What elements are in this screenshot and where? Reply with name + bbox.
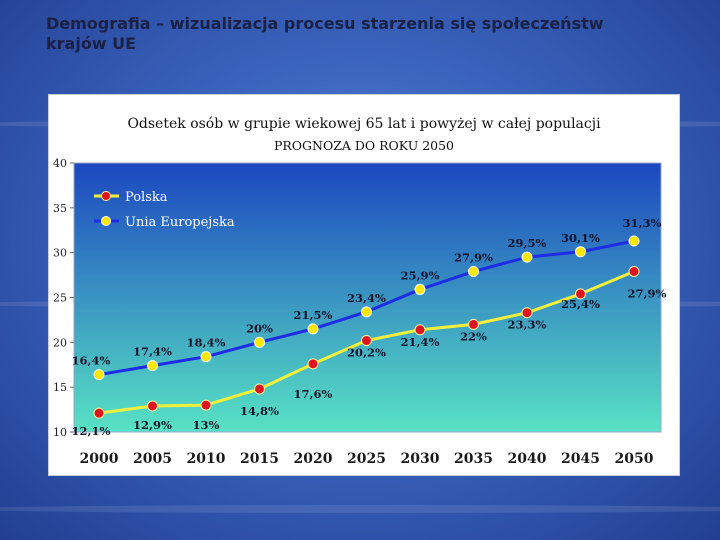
data-point-polska xyxy=(254,383,265,395)
data-label-ue: 16,4% xyxy=(72,354,111,368)
data-point-polska xyxy=(521,307,533,319)
data-point-ue xyxy=(93,369,105,381)
y-tick-label: 40 xyxy=(53,157,67,170)
slide-title-line-1: Demografia – wizualizacja procesu starze… xyxy=(46,14,604,33)
data-point-polska xyxy=(361,335,372,347)
data-label-ue: 30,1% xyxy=(561,231,600,245)
chart-title: Odsetek osób w grupie wiekowej 65 lat i … xyxy=(127,116,601,132)
data-point-polska xyxy=(468,318,479,330)
x-tick-label: 2030 xyxy=(401,451,440,467)
data-label-ue: 25,9% xyxy=(401,268,440,282)
data-point-ue xyxy=(307,323,319,335)
data-label-ue: 31,3% xyxy=(623,216,662,230)
x-tick-label: 2025 xyxy=(347,451,386,467)
data-label-polska: 25,4% xyxy=(561,297,600,311)
legend-marker-polska xyxy=(101,191,111,201)
x-tick-label: 2010 xyxy=(187,451,226,467)
y-axis: 10 15 20 25 30 35 40 xyxy=(53,157,74,439)
x-tick-label: 2015 xyxy=(240,451,279,467)
data-label-ue: 23,4% xyxy=(347,291,386,305)
data-point-polska xyxy=(307,358,319,370)
slide-title: Demografia – wizualizacja procesu starze… xyxy=(46,14,666,54)
x-tick-label: 2000 xyxy=(80,451,119,467)
data-label-ue: 18,4% xyxy=(187,336,226,350)
data-label-ue: 27,9% xyxy=(454,250,493,264)
x-tick-label: 2005 xyxy=(133,451,172,467)
data-label-polska: 27,9% xyxy=(628,286,667,300)
data-label-ue: 20% xyxy=(246,321,273,335)
y-tick-label: 20 xyxy=(53,336,67,349)
data-point-ue xyxy=(628,235,640,247)
data-point-ue xyxy=(361,306,372,318)
data-label-polska: 22% xyxy=(460,329,487,343)
legend-label-ue: Unia Europejska xyxy=(125,215,235,230)
data-label-polska: 23,3% xyxy=(508,318,547,332)
data-point-polska xyxy=(628,265,640,277)
data-label-polska: 20,2% xyxy=(347,346,386,360)
y-tick-label: 25 xyxy=(53,292,67,305)
data-label-polska: 17,6% xyxy=(294,387,333,401)
data-point-ue xyxy=(468,265,479,277)
legend-marker-ue xyxy=(101,216,111,226)
chart-legend: Polska Unia Europejska xyxy=(94,190,235,230)
data-point-ue xyxy=(414,283,426,295)
data-point-ue xyxy=(147,360,158,372)
x-tick-label: 2020 xyxy=(294,451,333,467)
data-label-ue: 17,4% xyxy=(133,345,172,359)
data-label-polska: 13% xyxy=(193,418,220,432)
y-tick-label: 35 xyxy=(53,202,67,215)
y-tick-label: 30 xyxy=(53,247,67,260)
chart-frame: Odsetek osób w grupie wiekowej 65 lat i … xyxy=(48,94,680,476)
data-label-ue: 29,5% xyxy=(508,236,547,250)
data-point-ue xyxy=(200,351,212,363)
data-point-ue xyxy=(575,246,586,258)
data-point-polska xyxy=(575,288,586,300)
data-point-polska xyxy=(147,400,158,412)
x-tick-label: 2035 xyxy=(454,451,493,467)
data-point-polska xyxy=(414,324,426,336)
x-tick-label: 2040 xyxy=(508,451,547,467)
x-axis: 2000 2005 2010 2015 2020 2025 2030 2035 2040 2045… xyxy=(80,451,654,467)
legend-label-polska: Polska xyxy=(125,190,168,205)
y-tick-label: 15 xyxy=(53,381,67,394)
data-label-polska: 12,9% xyxy=(133,418,172,432)
data-label-polska: 14,8% xyxy=(240,404,279,418)
x-tick-label: 2050 xyxy=(615,451,654,467)
line-chart: Odsetek osób w grupie wiekowej 65 lat i … xyxy=(53,116,667,467)
data-point-ue xyxy=(521,251,533,263)
series-layer: 12,1% 12,9% 13% 14,8% 17,6% 20,2% 21,4% 22% 23,3… xyxy=(72,216,667,438)
y-tick-label: 10 xyxy=(53,426,67,439)
data-label-polska: 21,4% xyxy=(401,335,440,349)
data-point-ue xyxy=(254,336,265,348)
data-point-polska xyxy=(93,407,105,419)
chart-subtitle: PROGNOZA DO ROKU 2050 xyxy=(274,138,454,153)
slide-title-line-2: krajów UE xyxy=(46,34,137,53)
data-point-polska xyxy=(200,399,212,411)
x-tick-label: 2045 xyxy=(561,451,600,467)
data-label-polska: 12,1% xyxy=(72,424,111,438)
data-label-ue: 21,5% xyxy=(294,308,333,322)
plot-area xyxy=(73,162,662,433)
